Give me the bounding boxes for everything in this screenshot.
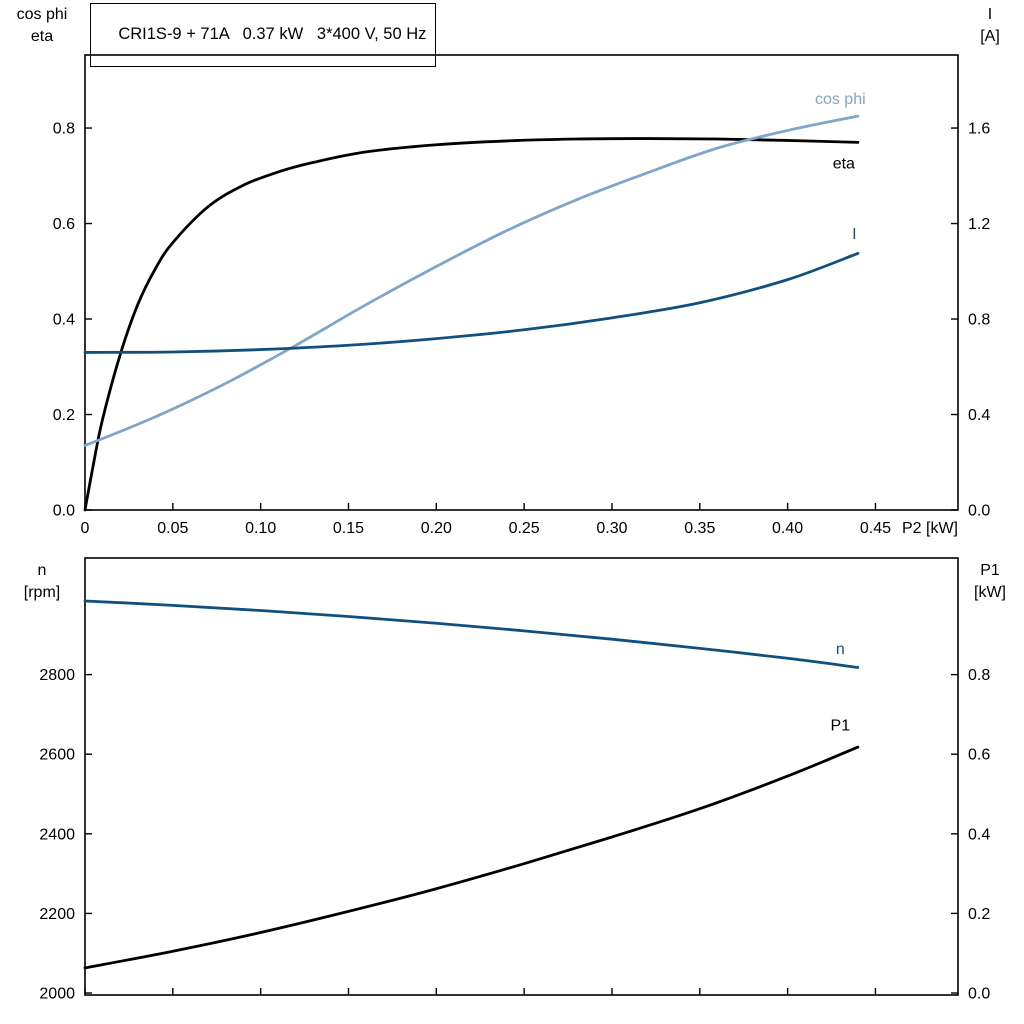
top-performance-chart: 0 0.05 0.10 0.15 0.20 0.25 0.30 0.35 0.40 0.45 0.0…: [53, 54, 990, 537]
plot-frame: [84, 54, 959, 511]
y-left-tick-label: 2400: [39, 826, 75, 843]
x-tick-label: 0: [81, 520, 90, 537]
x-tick-label: 0.35: [684, 520, 715, 537]
y-right-tick-label: 0.4: [968, 407, 990, 424]
curve-label-eta: eta: [833, 156, 855, 173]
x-tick-label: 0.10: [245, 520, 276, 537]
x-tick-label: 0.25: [509, 520, 540, 537]
y-right-tick-label: 0.0: [968, 986, 990, 1003]
title-box: CRI1S-9 + 71A 0.37 kW 3*400 V, 50 Hz: [90, 3, 437, 67]
y-left-tick-label: 2000: [39, 986, 75, 1003]
y-right-tick-label: 1.2: [968, 216, 990, 233]
axis-title-eta: eta: [30, 28, 54, 45]
curve-label-p1-power: P1: [831, 717, 851, 734]
axis-title-p1-unit: [kW]: [974, 584, 1006, 601]
bottom-chart-right-axis-title: P1 [kW]: [962, 560, 1018, 604]
x-tick-label: 0.15: [333, 520, 364, 537]
x-axis-title: P2 [kW]: [902, 520, 958, 537]
curve-current: [83, 251, 860, 354]
bottom-chart-left-axis-title: n [rpm]: [4, 560, 80, 604]
axis-title-cos-phi: cos phi: [16, 6, 68, 23]
y-right-tick-label: 0.6: [968, 747, 990, 764]
x-tick-label: 0.40: [772, 520, 803, 537]
bottom-performance-chart: 2000 2200 2400 2600 2800 0.0 0.2 0.4 0.6 0.8 n P1: [39, 557, 990, 1003]
curve-cos-phi: [83, 114, 860, 447]
y-left-tick-label: 2800: [39, 667, 75, 684]
axis-title-current: I: [987, 6, 993, 23]
y-right-tick-label: 0.8: [968, 667, 990, 684]
x-tick-label: 0.20: [421, 520, 452, 537]
curve-p1-power: [83, 745, 860, 970]
curve-speed: [83, 599, 860, 669]
y-right-tick-label: 0.4: [968, 826, 990, 843]
axis-title-speed-unit: [rpm]: [23, 584, 61, 601]
y-left-tick-label: 0.0: [53, 503, 75, 520]
curve-eta: [83, 137, 860, 512]
y-left-tick-label: 0.4: [53, 312, 75, 329]
x-tick-label: 0.45: [860, 520, 891, 537]
y-left-tick-label: 2600: [39, 747, 75, 764]
x-tick-label: 0.05: [157, 520, 188, 537]
curve-label-current: I: [852, 226, 856, 243]
y-right-tick-label: 0.8: [968, 312, 990, 329]
y-left-tick-label: 0.8: [53, 121, 75, 138]
top-chart-left-axis-title: cos phi eta: [4, 4, 80, 48]
y-left-tick-label: 0.6: [53, 216, 75, 233]
y-right-tick-label: 1.6: [968, 121, 990, 138]
y-right-tick-label: 0.0: [968, 503, 990, 520]
top-chart-right-axis-title: I [A]: [962, 4, 1018, 48]
plot-frame: [84, 557, 959, 996]
curve-label-cos-phi: cos phi: [815, 91, 866, 108]
title-text: CRI1S-9 + 71A 0.37 kW 3*400 V, 50 Hz: [118, 25, 427, 43]
y-left-tick-label: 0.2: [53, 407, 75, 424]
y-right-tick-label: 0.2: [968, 906, 990, 923]
axis-title-current-unit: [A]: [980, 28, 1000, 45]
curve-label-speed: n: [836, 641, 845, 658]
x-tick-label: 0.30: [596, 520, 627, 537]
y-left-tick-label: 2200: [39, 906, 75, 923]
axis-title-p1: P1: [980, 562, 1000, 579]
axis-title-speed: n: [37, 562, 47, 579]
